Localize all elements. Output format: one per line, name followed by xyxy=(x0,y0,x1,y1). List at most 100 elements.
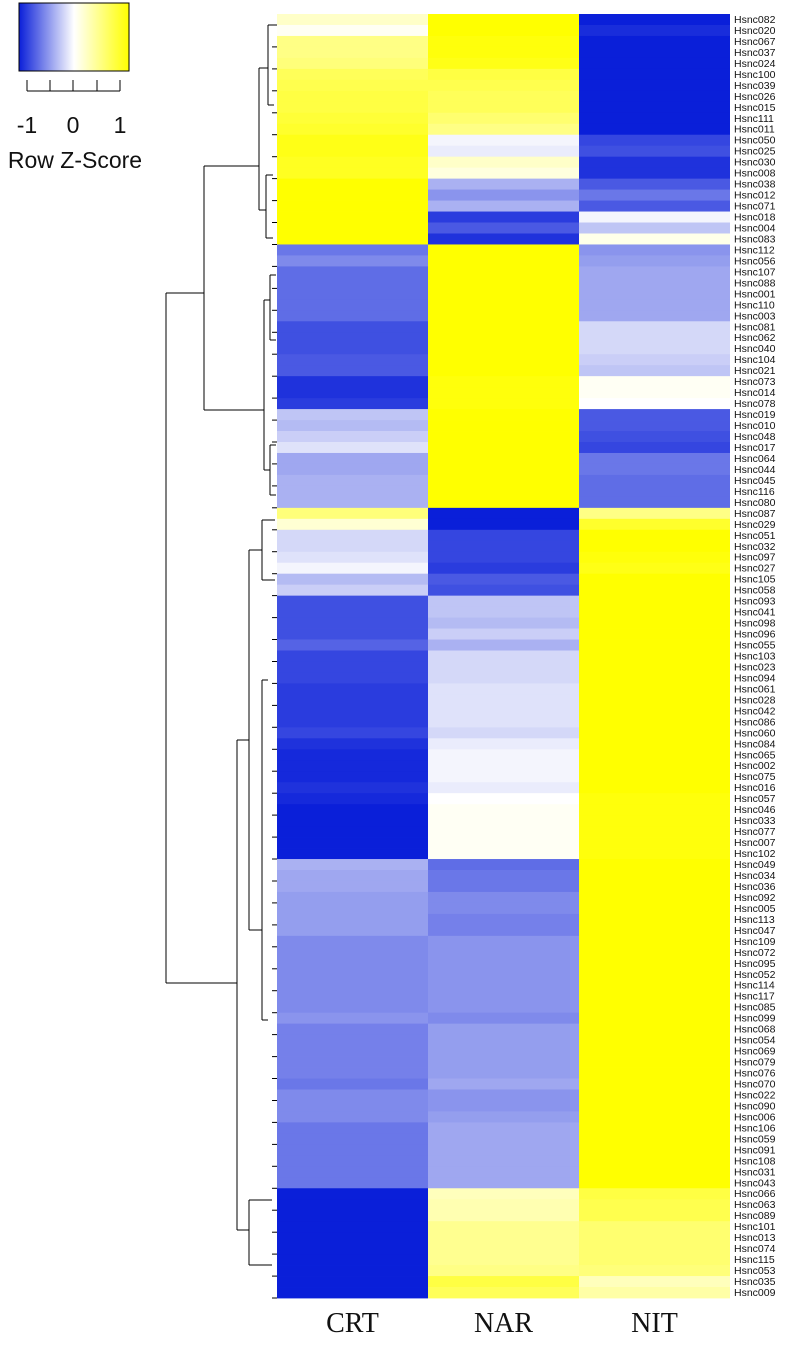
heatmap-cell xyxy=(579,870,730,882)
heatmap-cell xyxy=(579,1111,730,1123)
heatmap-cell xyxy=(428,738,579,750)
row-label: Hsnc110 xyxy=(734,299,775,311)
heatmap-cell xyxy=(579,112,730,125)
heatmap-cell xyxy=(579,891,730,904)
heatmap-cell xyxy=(579,913,730,926)
heatmap-cell xyxy=(579,683,730,695)
row-label: Hsnc059 xyxy=(734,1133,776,1145)
heatmap-cell xyxy=(428,837,579,849)
heatmap-cell xyxy=(579,562,730,575)
heatmap-cell xyxy=(277,804,428,816)
heatmap-cell xyxy=(579,134,730,147)
heatmap-cell xyxy=(277,255,428,267)
row-label: Hsnc010 xyxy=(734,420,776,432)
heatmap-cell xyxy=(428,178,579,190)
row-label: Hsnc008 xyxy=(734,168,776,180)
heatmap-cell xyxy=(428,694,579,706)
heatmap-cell xyxy=(277,354,428,366)
heatmap-cell xyxy=(579,727,730,739)
heatmap-cell xyxy=(277,837,428,849)
heatmap-cell xyxy=(277,112,428,125)
heatmap-cell xyxy=(579,35,730,48)
heatmap-cell xyxy=(277,288,428,300)
heatmap-cell xyxy=(428,365,579,377)
row-label: Hsnc074 xyxy=(734,1243,776,1255)
row-label: Hsnc097 xyxy=(734,552,776,564)
heatmap-cell xyxy=(428,1155,579,1167)
row-label: Hsnc045 xyxy=(734,475,776,487)
heatmap-cell xyxy=(579,1045,730,1057)
heatmap-cell xyxy=(579,222,730,234)
heatmap-cell xyxy=(579,540,730,553)
heatmap-cell xyxy=(428,134,579,147)
row-label: Hsnc057 xyxy=(734,793,776,805)
heatmap-cell xyxy=(579,880,730,893)
heatmap-cell xyxy=(428,496,579,509)
heatmap-cell xyxy=(428,727,579,739)
heatmap-cell xyxy=(277,880,428,893)
row-label: Hsnc009 xyxy=(734,1287,776,1299)
heatmap-cell xyxy=(579,332,730,344)
row-dendrogram xyxy=(165,24,277,1299)
heatmap-cell xyxy=(277,924,428,937)
heatmap-cell xyxy=(428,990,579,1003)
row-label: Hsnc085 xyxy=(734,1002,776,1014)
heatmap-cell xyxy=(277,1034,428,1046)
heatmap-cell xyxy=(277,79,428,92)
row-label: Hsnc080 xyxy=(734,497,776,509)
row-label: Hsnc037 xyxy=(734,47,776,59)
heatmap-cell xyxy=(277,540,428,553)
row-label: Hsnc115 xyxy=(734,1254,775,1266)
heatmap-cell xyxy=(428,804,579,816)
row-label: Hsnc040 xyxy=(734,343,776,355)
heatmap-cell xyxy=(277,321,428,333)
heatmap-cell xyxy=(277,387,428,399)
heatmap-cell xyxy=(428,222,579,234)
heatmap-cell xyxy=(277,694,428,706)
heatmap-cell xyxy=(579,705,730,717)
row-label: Hsnc114 xyxy=(734,980,775,992)
heatmap-cell xyxy=(579,420,730,432)
row-label: Hsnc015 xyxy=(734,102,776,114)
heatmap-cell xyxy=(579,200,730,212)
row-label: Hsnc004 xyxy=(734,223,776,235)
heatmap-cell xyxy=(579,24,730,37)
heatmap-cell xyxy=(277,683,428,695)
heatmap-cell xyxy=(277,420,428,432)
heatmap-cell xyxy=(428,760,579,772)
heatmap-cell xyxy=(428,24,579,37)
heatmap-cell xyxy=(277,891,428,904)
heatmap-cell xyxy=(277,606,428,618)
heatmap-cell xyxy=(277,266,428,278)
heatmap-cell xyxy=(428,57,579,70)
heatmap-cell xyxy=(428,584,579,597)
heatmap-cell xyxy=(579,496,730,509)
heatmap-cell xyxy=(277,826,428,838)
heatmap-cell xyxy=(579,1155,730,1167)
color-key-axis: -1 0 1 xyxy=(17,80,126,138)
heatmap-cell xyxy=(579,1078,730,1090)
heatmap-cell xyxy=(277,409,428,421)
heatmap-cell xyxy=(277,1056,428,1068)
row-label: Hsnc072 xyxy=(734,947,776,959)
heatmap-cell xyxy=(579,156,730,169)
heatmap-cell xyxy=(579,178,730,190)
heatmap-cell xyxy=(428,442,579,454)
heatmap-cell xyxy=(428,1177,579,1189)
heatmap-cell xyxy=(579,804,730,816)
heatmap-cell xyxy=(428,529,579,542)
heatmap-cell xyxy=(277,1243,428,1255)
heatmap-cell xyxy=(579,738,730,750)
heatmap-cell xyxy=(428,1254,579,1266)
heatmap-cell xyxy=(579,46,730,59)
heatmap-cell xyxy=(428,211,579,223)
heatmap-cell xyxy=(277,1221,428,1233)
heatmap-cell xyxy=(428,782,579,794)
row-label: Hsnc038 xyxy=(734,179,776,191)
heatmap-cell xyxy=(579,1023,730,1036)
row-label: Hsnc082 xyxy=(734,14,776,26)
heatmap-cell xyxy=(428,431,579,443)
heatmap-cell xyxy=(428,705,579,717)
row-label: Hsnc070 xyxy=(734,1079,776,1091)
heatmap-cell xyxy=(579,255,730,267)
